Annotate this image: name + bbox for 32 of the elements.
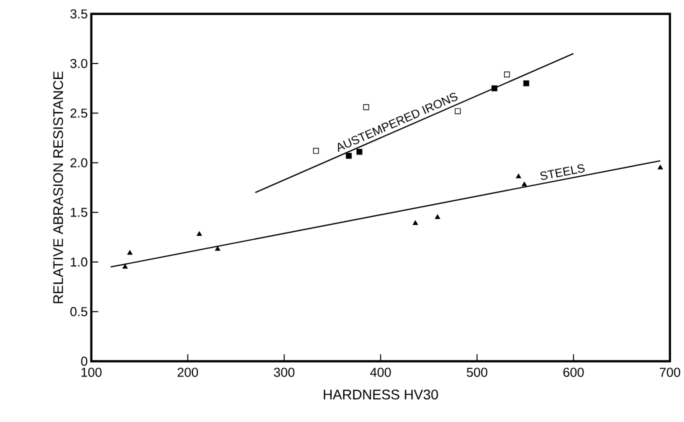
point xyxy=(522,182,527,186)
x-tick-label: 500 xyxy=(466,368,488,377)
y-tick-label: 2.0 xyxy=(70,158,88,168)
point xyxy=(491,85,498,92)
point xyxy=(434,214,440,220)
point xyxy=(412,220,418,226)
point xyxy=(516,174,522,178)
point xyxy=(215,246,220,251)
point xyxy=(122,264,128,269)
y-tick-label: 3.0 xyxy=(70,59,88,68)
point xyxy=(658,164,663,170)
x-tick-label: 200 xyxy=(178,368,198,377)
point xyxy=(196,231,202,236)
point xyxy=(346,152,352,159)
y-axis-title: RELATIVE ABRASION RESISTANCE xyxy=(53,72,64,304)
y-tick-label: 0 xyxy=(81,356,88,366)
x-axis-title: HARDNESS HV30 xyxy=(324,390,438,400)
point xyxy=(127,250,132,255)
y-tick-label: 0.5 xyxy=(70,307,88,316)
point xyxy=(313,148,319,154)
point xyxy=(523,80,530,86)
y-tick-label: 3.5 xyxy=(70,9,88,19)
y-tick-label: 1.0 xyxy=(70,258,88,267)
annotation: STEELS xyxy=(540,164,585,180)
x-tick-label: 100 xyxy=(82,368,102,377)
x-tick-label: 400 xyxy=(370,368,391,377)
x-tick-label: 600 xyxy=(563,368,584,377)
y-tick-label: 2.5 xyxy=(70,108,88,118)
point xyxy=(504,72,510,78)
x-tick-label: 300 xyxy=(274,368,294,377)
y-tick-label: 1.5 xyxy=(70,208,88,217)
x-tick-label: 700 xyxy=(660,368,680,377)
